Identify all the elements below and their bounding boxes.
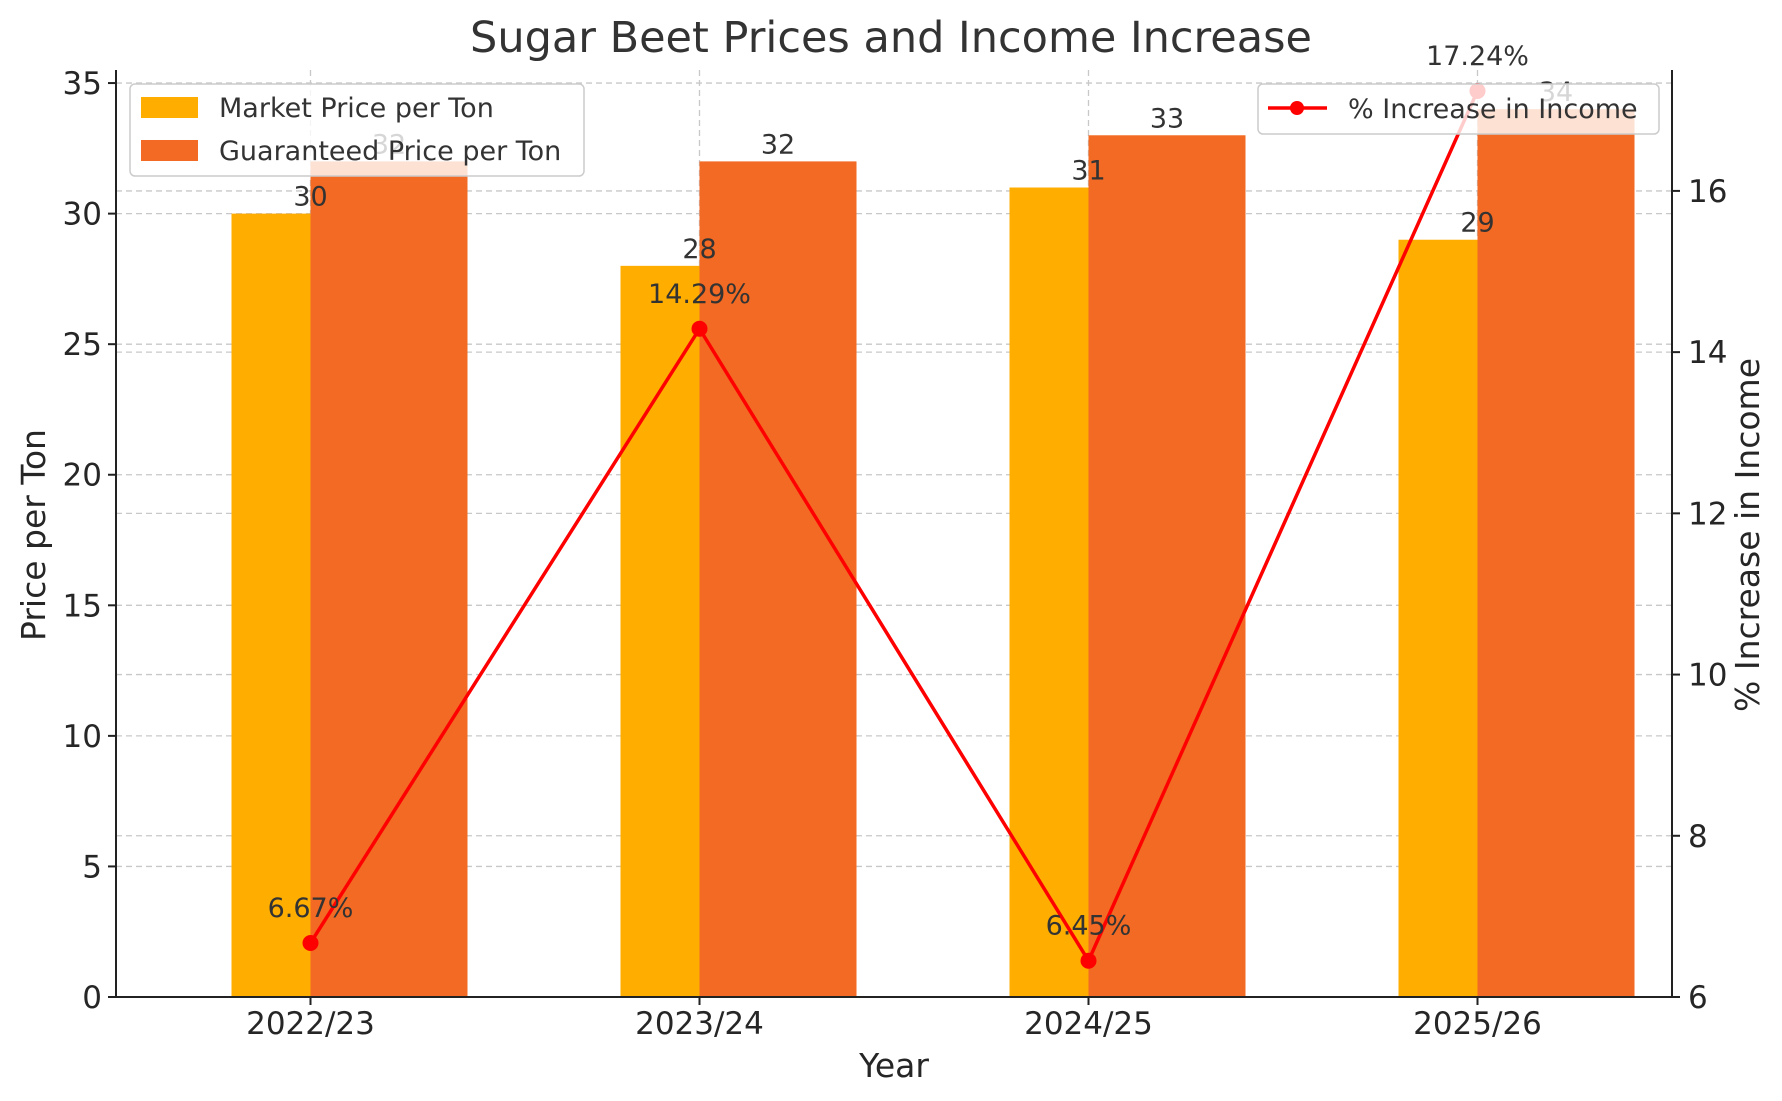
legend-swatch-market [141,97,198,118]
bar-market-2025/26 [1398,239,1478,997]
y-tick-label-20: 20 [63,458,102,494]
bar-label-guaranteed-2023/24: 32 [761,129,795,160]
y-axis-title: Price per Ton [14,429,53,641]
bar-label-market-2025/26: 29 [1460,208,1494,239]
y2-axis-title: % Increase in Income [1728,358,1767,712]
line-legend-frame [1257,83,1660,135]
bar-guaranteed-2025/26 [1477,109,1635,998]
bar-market-2024/25 [1009,187,1089,997]
bar-market-2023/24 [620,265,700,997]
bar-legend: Market Price per Ton Guaranteed Price pe… [129,83,585,177]
legend-label-income: % Increase in Income [1348,94,1638,125]
chart-title: Sugar Beet Prices and Income Increase [470,13,1312,63]
y2-tick-label-12: 12 [1688,496,1727,532]
x-tick-label-2025/26: 2025/26 [1413,1006,1542,1042]
x-tick-label-2024/25: 2024/25 [1024,1006,1153,1042]
bar-guaranteed-2024/25 [1088,135,1246,998]
y-tick-label-0: 0 [82,980,102,1016]
bar-guaranteed-2023/24 [699,161,857,998]
income-point-2022/23 [302,934,319,951]
y-tick-label-35: 35 [63,66,102,102]
bar-guaranteed-2022/23 [310,161,468,998]
legend-label-guaranteed: Guaranteed Price per Ton [219,136,561,167]
y-tick-label-25: 25 [63,327,102,363]
income-point-2023/24 [691,320,708,337]
y-tick-label-10: 10 [63,719,102,755]
bar-legend-frame [129,83,585,177]
x-axis-title: Year [858,1046,929,1085]
bar-market-2022/23 [231,213,311,997]
income-point-2024/25 [1080,952,1097,969]
bar-label-market-2023/24: 28 [682,234,716,265]
income-line-series: 6.67% 14.29% 6.45% 17.24% [268,41,1529,969]
y-tick-label-5: 5 [82,849,102,885]
bar-label-guaranteed-2024/25: 33 [1150,103,1184,134]
legend-swatch-guaranteed [141,140,198,161]
y-tick-label-15: 15 [63,588,102,624]
bars [231,109,1635,998]
income-line [309,90,1480,963]
y2-tick-label-10: 10 [1688,658,1727,694]
y2-tick-label-16: 16 [1688,174,1727,210]
axes: 0 5 10 15 20 25 30 35 6 8 10 12 14 16 2022/23 2023/24 20… [63,66,1728,1042]
legend-line-marker [1290,101,1304,115]
x-tick-label-2023/24: 2023/24 [635,1006,764,1042]
y2-tick-label-6: 6 [1688,980,1708,1016]
x-tick-label-2022/23: 2022/23 [246,1006,375,1042]
line-legend: % Increase in Income [1257,83,1660,135]
bar-label-market-2024/25: 31 [1071,156,1105,187]
legend-label-market: Market Price per Ton [219,93,494,124]
y2-tick-label-14: 14 [1688,335,1727,371]
income-label-2024/25: 6.45% [1046,911,1132,942]
income-label-2023/24: 14.29% [648,279,751,310]
income-label-2022/23: 6.67% [268,893,354,924]
bar-label-market-2022/23: 30 [293,182,327,213]
income-label-2025/26: 17.24% [1426,41,1529,72]
y2-tick-label-8: 8 [1688,819,1708,855]
y-tick-label-30: 30 [63,197,102,233]
